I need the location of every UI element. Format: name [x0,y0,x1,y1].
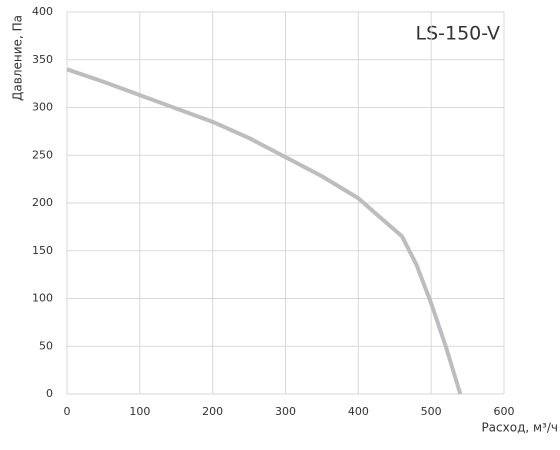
y-tick-label: 250 [32,148,53,161]
x-tick-label: 600 [494,405,515,418]
x-tick-label: 100 [129,405,150,418]
x-axis-label: Расход, м³/ч [481,421,558,435]
y-tick-label: 200 [32,196,53,209]
y-tick-label: 0 [46,387,53,400]
y-axis-label: Давление, Па [11,15,25,101]
x-tick-label: 300 [275,405,296,418]
x-tick-label: 400 [348,405,369,418]
x-tick-label: 500 [421,405,442,418]
x-tick-label: 0 [64,405,71,418]
y-tick-label: 100 [32,292,53,305]
y-tick-label: 50 [39,339,53,352]
y-tick-label: 300 [32,101,53,114]
chart-title: LS-150-V [415,23,500,45]
curve [66,67,463,395]
y-tick-label: 150 [32,244,53,257]
y-tick-label: 350 [32,53,53,66]
x-tick-label: 200 [202,405,223,418]
y-tick-label: 400 [32,5,53,18]
